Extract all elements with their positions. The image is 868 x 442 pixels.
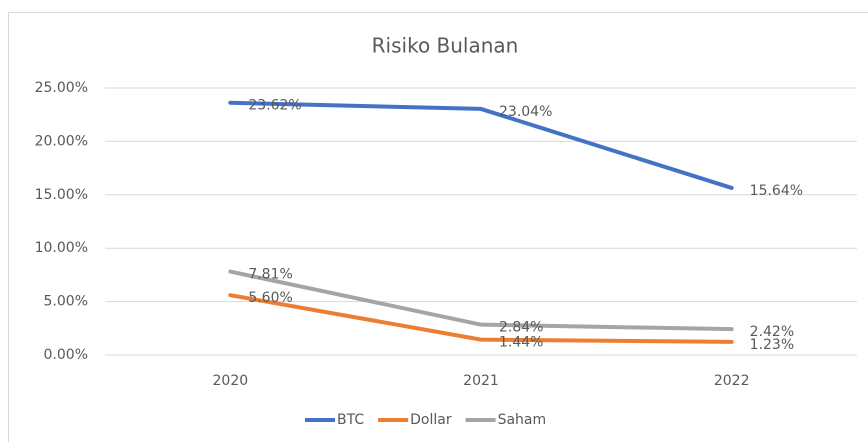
chart-border xyxy=(8,12,868,442)
y-tick-label: 10.00% xyxy=(35,240,88,256)
x-tick-label: 2020 xyxy=(213,373,249,389)
data-label: 5.60% xyxy=(248,290,292,306)
data-label: 23.04% xyxy=(499,104,552,120)
y-tick-label: 5.00% xyxy=(44,294,88,310)
line-series xyxy=(228,293,734,344)
chart-title: Risiko Bulanan xyxy=(372,34,519,58)
legend-label: Dollar xyxy=(410,412,452,428)
y-tick-label: 20.00% xyxy=(35,133,88,149)
data-label: 23.62% xyxy=(248,98,301,114)
data-label: 2.84% xyxy=(499,320,543,336)
line-series xyxy=(228,100,734,190)
line-series xyxy=(228,269,734,332)
data-label: 2.42% xyxy=(750,324,794,340)
data-label: 7.81% xyxy=(248,267,292,283)
y-tick-label: 0.00% xyxy=(44,347,88,363)
data-label: 1.23% xyxy=(750,337,794,353)
legend-label: Saham xyxy=(498,412,547,428)
legend-label: BTC xyxy=(337,412,364,428)
y-tick-label: 15.00% xyxy=(35,187,88,203)
x-tick-label: 2022 xyxy=(714,373,750,389)
y-tick-label: 25.00% xyxy=(35,80,88,96)
data-label: 15.64% xyxy=(750,183,803,199)
x-tick-label: 2021 xyxy=(463,373,499,389)
data-label: 1.44% xyxy=(499,335,543,351)
